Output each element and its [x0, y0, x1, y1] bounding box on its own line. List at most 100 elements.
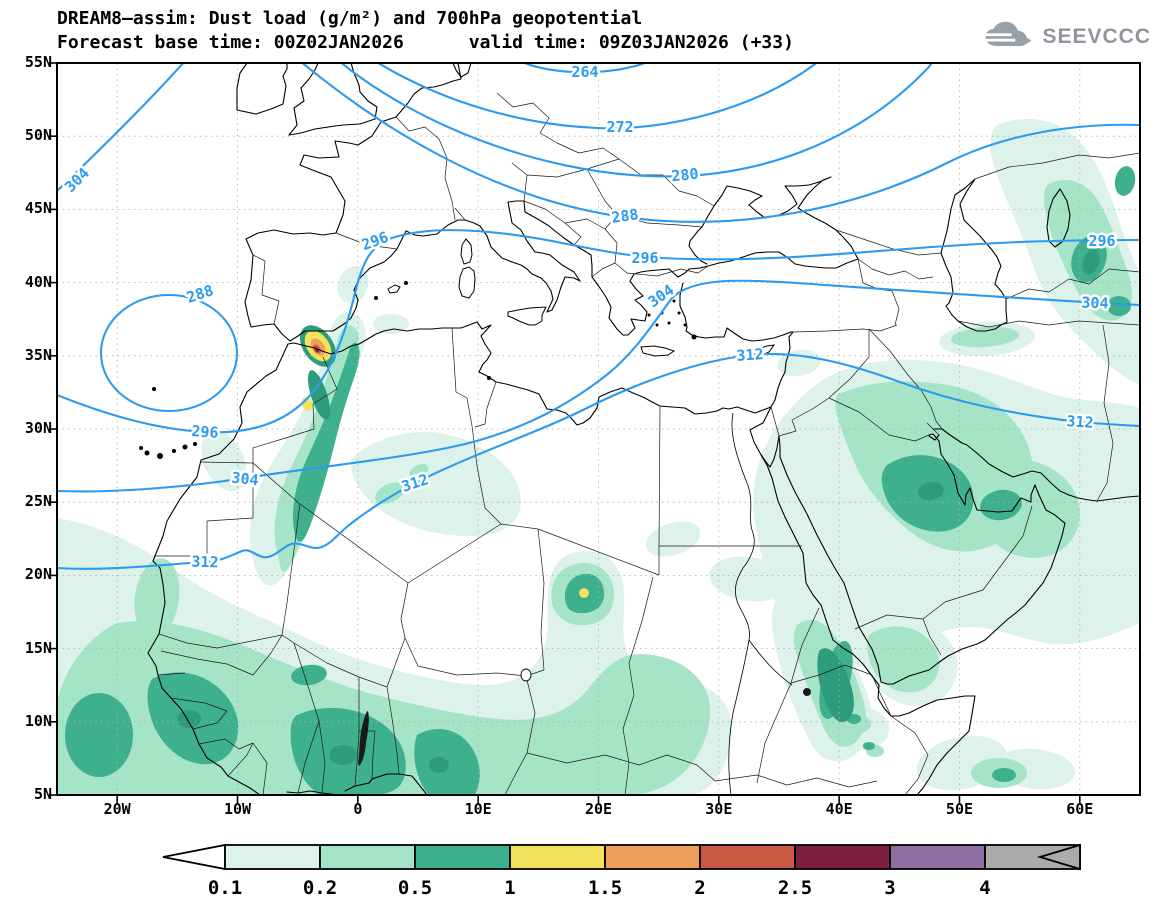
lon-tick-label: 60E: [1066, 800, 1094, 818]
lon-tick-label: 0: [353, 800, 363, 818]
ibiza: [374, 296, 378, 300]
geopotential-contours: [57, 63, 1140, 570]
contour-272: [376, 63, 819, 130]
sicily: [507, 306, 547, 326]
mallorca: [387, 284, 401, 294]
coast-egypt-sudan-horn: [760, 454, 976, 795]
lat-tick-label: 20N: [24, 565, 52, 584]
lon-tick-label: 10E: [464, 800, 492, 818]
nile-river: [728, 412, 793, 795]
colorbar-tick-label: 0.2: [303, 877, 337, 899]
colorbar-segment: [794, 844, 891, 870]
djerba: [487, 376, 491, 380]
coast-aral: [1046, 188, 1071, 248]
coast-sinai-redsea: [749, 406, 780, 468]
contour-label: 312: [191, 553, 219, 572]
contour-label: 288: [184, 281, 215, 306]
colorbar-segment: [699, 844, 796, 870]
contour-304: [57, 279, 1140, 493]
colorbar-tick-label: 2: [694, 877, 705, 899]
colorbar-segment: [604, 844, 701, 870]
colorbar-segment: [889, 844, 986, 870]
islands: [139, 238, 776, 459]
map-canvas: 264 272 280 288 288 296 296 296 296 304 304 304 304 3…: [49, 62, 1141, 803]
contour-312: [57, 352, 1140, 570]
contour-label: 312: [1066, 412, 1094, 432]
contour-label: 296: [1088, 232, 1115, 250]
contour-264: [522, 63, 648, 74]
lon-tick-label: 40E: [825, 800, 853, 818]
lat-tick-label: 15N: [24, 638, 52, 657]
colorbar-tick-label: 0.5: [398, 877, 432, 899]
lon-tick-label: 50E: [945, 800, 974, 818]
crete: [640, 345, 676, 357]
colorbar-tick-label: 4: [979, 877, 990, 899]
lat-tick-label: 5N: [33, 785, 52, 803]
contour-288-closed-low: [99, 293, 239, 413]
contour-label: 264: [571, 63, 598, 81]
contour-280: [339, 63, 934, 178]
lon-tick-label: 20E: [584, 800, 613, 818]
lat-tick-label: 25N: [24, 492, 52, 511]
coast-turkey-africa: [287, 282, 794, 426]
coast-caspian: [940, 178, 1008, 332]
colorbar-segment: [319, 844, 416, 870]
contour-label: 304: [231, 469, 260, 490]
axis-ticks: [49, 62, 1081, 803]
coast-ireland: [236, 63, 288, 115]
sardinia: [458, 266, 476, 299]
colorbar-tick-label: 0.1: [208, 877, 242, 899]
contour-label: 304: [61, 164, 93, 196]
dust-level-0.5: [65, 166, 1136, 795]
chart-title: DREAM8—assim: Dust load (g/m²) and 700hP…: [57, 8, 643, 29]
lat-tick-label: 30N: [24, 419, 52, 437]
seevccc-cloud-icon: [982, 21, 1032, 46]
aegean-islands: [647, 299, 687, 327]
contour-label: 304: [1081, 294, 1109, 313]
chart-subtitle: Forecast base time: 00Z02JAN2026 valid t…: [57, 32, 794, 53]
lat-tick-label: 50N: [24, 126, 52, 145]
rivers-lakes: [358, 412, 811, 795]
lake-volta: [358, 711, 369, 766]
lat-tick-label: 40N: [24, 272, 52, 291]
colorbar-segment: [224, 844, 321, 870]
colorbar-tick-label: 2.5: [778, 877, 812, 899]
menorca: [404, 281, 408, 285]
lake-tana: [803, 688, 811, 696]
lat-tick-label: 10N: [24, 711, 52, 730]
lat-tick-label: 35N: [24, 345, 52, 364]
coast-arabia: [778, 428, 1066, 685]
colorbar-tick-label: 1: [504, 877, 515, 899]
coast-denmark: [452, 63, 472, 78]
lon-tick-label: 10W: [223, 800, 252, 818]
country-borders: [154, 92, 1140, 795]
colorbar-tick-label: 1.5: [588, 877, 622, 899]
contour-label: 280: [671, 165, 700, 186]
contour-296: [57, 229, 1140, 434]
coast-iran-gulf: [941, 428, 1140, 502]
seevccc-logo: SEEVCCC: [982, 20, 1151, 54]
map-plot: 264 272 280 288 288 296 296 296 296 304 304 304 304 3…: [49, 62, 1141, 803]
colorbar-left-arrow: [162, 843, 226, 871]
contour-label: 288: [610, 205, 639, 227]
contour-label: 304: [645, 281, 678, 311]
lon-tick-label: 20W: [103, 800, 131, 818]
colorbar-right-arrow: [1036, 843, 1081, 871]
contour-label: 272: [606, 118, 633, 136]
lat-tick-label: 55N: [24, 53, 52, 71]
corsica: [460, 238, 473, 265]
contour-label: 296: [631, 249, 658, 267]
map-frame: [56, 62, 1141, 796]
logo-text: SEEVCCC: [1042, 25, 1151, 48]
colorbar: 0.1 0.2 0.5 1 1.5 2 2.5 3 4: [162, 843, 1081, 899]
colorbar-segment: [509, 844, 606, 870]
lat-lon-grid: [57, 63, 1140, 795]
contour-label: 296: [191, 422, 219, 442]
coast-atlantic-europe: [244, 63, 462, 342]
colorbar-segment: [414, 844, 511, 870]
contour-288-trough: [300, 63, 1140, 223]
canary-islands: [139, 442, 197, 459]
lat-tick-label: 45N: [24, 199, 52, 218]
madeira: [152, 387, 156, 391]
contour-label: 312: [736, 345, 764, 365]
